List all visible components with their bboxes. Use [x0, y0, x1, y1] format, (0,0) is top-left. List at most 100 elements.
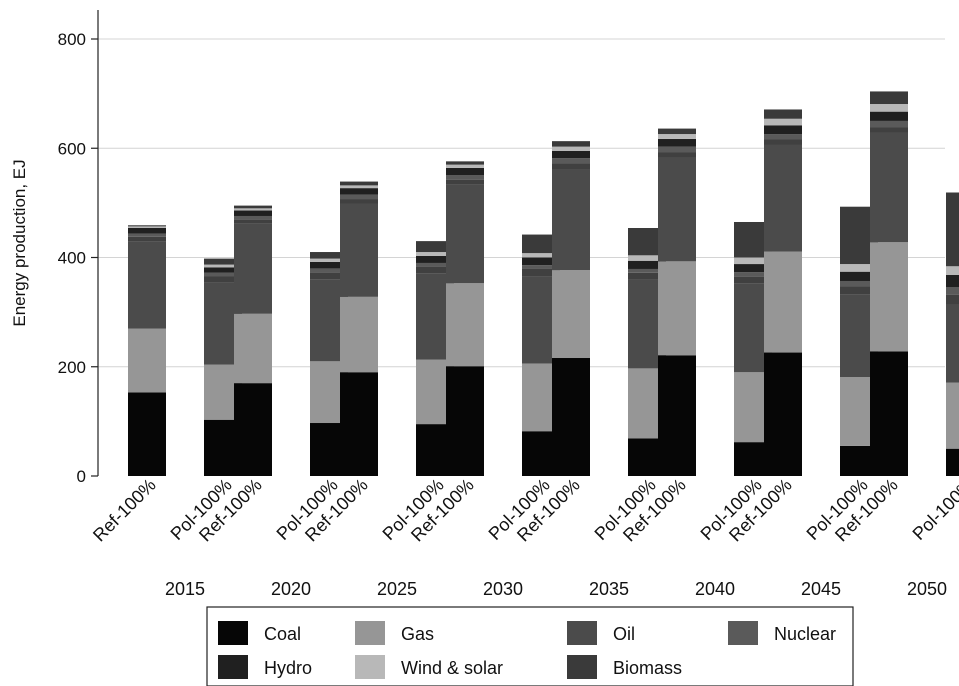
bar-segment-biomass: [310, 252, 348, 259]
bar-segment-nuclear: [340, 194, 378, 200]
bar-segment-nuclear: [734, 272, 772, 277]
bar-label: Pol-100%: [908, 475, 959, 544]
bar-segment-hydro: [310, 261, 348, 269]
bar-segment-wind-solar: [446, 164, 484, 168]
bar-segment-nuclear: [446, 175, 484, 180]
legend-swatch: [728, 621, 758, 645]
year-label: 2050: [907, 579, 947, 599]
bar-segment-wind-solar: [522, 253, 560, 258]
bar-segment-biomass: [628, 272, 666, 280]
y-tick-label: 0: [77, 467, 86, 486]
bar-segment-oil: [340, 203, 378, 297]
bar-segment-nuclear: [128, 233, 166, 237]
bar-segment-gas: [870, 242, 908, 352]
bar-segment-hydro: [522, 257, 560, 266]
bar-segment-nuclear: [522, 265, 560, 269]
year-label: 2030: [483, 579, 523, 599]
bar-segment-biomass: [522, 268, 560, 277]
bar-segment-coal: [946, 448, 959, 476]
legend-label: Coal: [264, 624, 301, 644]
bar-segment-oil: [870, 132, 908, 243]
y-tick-label: 800: [58, 30, 86, 49]
bar-segment-biomass: [734, 276, 772, 284]
bar-segment-hydro: [446, 167, 484, 176]
legend-box: [206, 606, 854, 686]
legend-swatch: [355, 655, 385, 679]
bar-segment-biomass: [128, 225, 166, 227]
bar-segment-oil: [446, 184, 484, 284]
year-label: 2040: [695, 579, 735, 599]
bar-segment-biomass: [128, 236, 166, 242]
bar-segment-biomass: [552, 141, 590, 147]
bar-segment-biomass: [658, 152, 696, 158]
bar-segment-nuclear: [204, 272, 242, 277]
bar-segment-gas: [946, 382, 959, 449]
year-label: 2015: [165, 579, 205, 599]
bar-segment-gas: [234, 313, 272, 384]
bar-segment-oil: [658, 157, 696, 262]
bar-segment-hydro: [870, 111, 908, 121]
bar-segment-wind-solar: [870, 104, 908, 112]
bars: [128, 91, 959, 476]
bar-segment-oil: [128, 241, 166, 329]
bar-segment-biomass: [946, 192, 959, 267]
bar-segment-nuclear: [234, 215, 272, 220]
bar-segment-wind-solar: [234, 208, 272, 211]
y-tick-label: 600: [58, 139, 86, 158]
bar-segment-hydro: [340, 188, 378, 195]
bar-segment-oil: [764, 144, 802, 252]
bar-segment-gas: [658, 261, 696, 356]
legend-swatch: [218, 621, 248, 645]
bar-segment-wind-solar: [734, 257, 772, 265]
bar-segment-wind-solar: [658, 134, 696, 139]
bar-segment-gas: [128, 328, 166, 393]
bar-segment-biomass: [416, 266, 454, 274]
legend-swatch: [218, 655, 248, 679]
year-label: 2025: [377, 579, 417, 599]
bar-segment-hydro: [416, 255, 454, 263]
bar-segment-hydro: [552, 150, 590, 159]
bar-segment-coal: [234, 383, 272, 476]
bar-segment-coal: [658, 355, 696, 476]
bar-segment-hydro: [658, 138, 696, 147]
bar-segment-hydro: [128, 228, 166, 234]
bar-segment-biomass: [234, 219, 272, 224]
legend-label: Gas: [401, 624, 434, 644]
bar-segment-hydro: [946, 274, 959, 287]
bar-segment-biomass: [204, 258, 242, 265]
legend-label: Nuclear: [774, 624, 836, 644]
bar-segment-wind-solar: [628, 255, 666, 261]
bar-segment-nuclear: [552, 158, 590, 164]
bar-segment-gas: [446, 283, 484, 367]
bar-segment-hydro: [234, 210, 272, 216]
year-label: 2020: [271, 579, 311, 599]
bar-segment-gas: [552, 270, 590, 359]
bar-segment-nuclear: [310, 268, 348, 273]
bar-segment-hydro: [204, 267, 242, 273]
axes: Energy production, EJ 0 200 400 600 800: [10, 10, 99, 486]
bar-segment-wind-solar: [552, 146, 590, 151]
bar-segment-gas: [764, 251, 802, 353]
legend: Coal Gas Oil Nuclear Hydro Wind & solar Biomas…: [206, 606, 854, 686]
bar-segment-wind-solar: [764, 118, 802, 126]
bar-segment-wind-solar: [946, 266, 959, 275]
bar-segment-wind-solar: [310, 258, 348, 262]
bar-segment-wind-solar: [128, 226, 166, 229]
bar-segment-biomass: [658, 128, 696, 135]
bar-segment-biomass: [234, 205, 272, 209]
bar-segment-wind-solar: [204, 264, 242, 268]
y-axis-title: Energy production, EJ: [10, 159, 29, 326]
bar-segment-biomass: [870, 127, 908, 133]
bar-segment-coal: [552, 358, 590, 476]
bar-segment-coal: [870, 351, 908, 476]
bar-label: Ref-100%: [89, 475, 160, 546]
legend-label: Biomass: [613, 658, 682, 678]
bar-segment-hydro: [764, 125, 802, 135]
bar-segment-biomass: [416, 241, 454, 253]
bar-segment-hydro: [840, 271, 878, 281]
bar-segment-biomass: [446, 179, 484, 185]
bar-segment-nuclear: [946, 286, 959, 295]
bar-segment-hydro: [734, 264, 772, 273]
